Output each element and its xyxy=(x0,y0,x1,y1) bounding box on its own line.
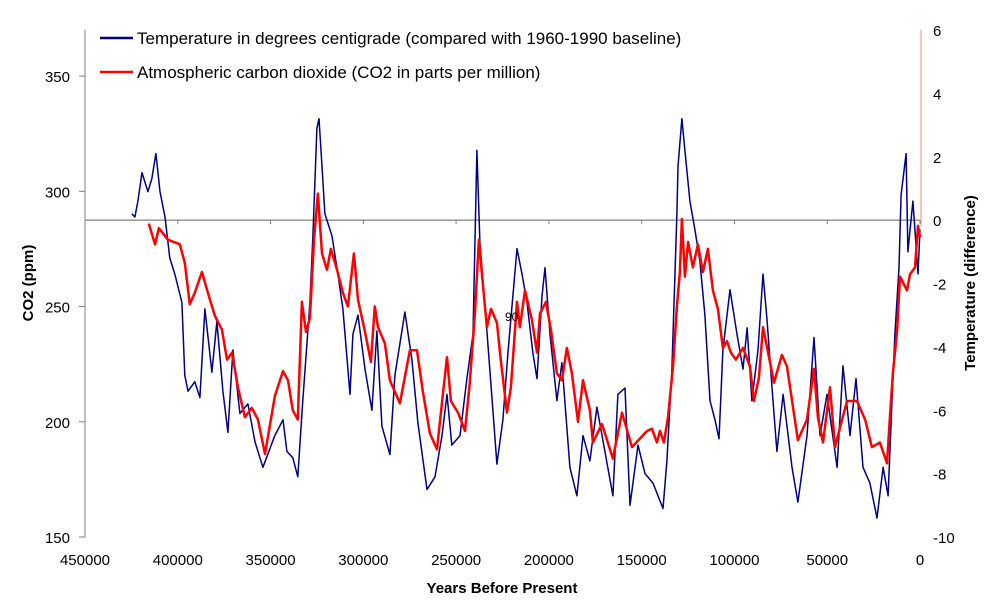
co2-series-line xyxy=(147,192,922,465)
legend-label-co2: Atmospheric carbon dioxide (CO2 in parts… xyxy=(137,63,540,82)
y-right-tick-label: 2 xyxy=(933,150,941,167)
y-right-tick-label: 0 xyxy=(933,213,941,230)
y-right-tick-label: -6 xyxy=(933,403,946,420)
y-right-tick-label: -2 xyxy=(933,277,946,294)
y-left-tick-label: 200 xyxy=(45,415,70,432)
y-axis-left-title: CO2 (ppm) xyxy=(20,245,37,322)
y-axis-right-title: Temperature (difference) xyxy=(962,195,979,371)
y-right-tick-label: -10 xyxy=(933,530,955,547)
temperature-series-line xyxy=(131,117,921,519)
x-tick-label: 200000 xyxy=(524,552,574,569)
legend-label-temperature: Temperature in degrees centigrade (compa… xyxy=(137,29,681,48)
x-tick-label: 250000 xyxy=(431,552,481,569)
legend: Temperature in degrees centigrade (compa… xyxy=(100,29,681,82)
x-tick-label: 350000 xyxy=(246,552,296,569)
x-tick-label: 50000 xyxy=(806,552,848,569)
y-left-tick-label: 350 xyxy=(45,69,70,86)
x-axis-title: Years Before Present xyxy=(427,580,578,597)
axes: 150 200 250 300 350 -10 -8 -6 -4 -2 0 2 4 6 450000 4000… xyxy=(45,23,955,569)
x-tick-label: 300000 xyxy=(338,552,388,569)
y-right-tick-label: -4 xyxy=(933,340,946,357)
x-tick-label: 400000 xyxy=(153,552,203,569)
y-left-tick-label: 150 xyxy=(45,530,70,547)
x-tick-label: 150000 xyxy=(617,552,667,569)
x-tick-label: 0 xyxy=(916,552,924,569)
x-tick-label: 450000 xyxy=(60,552,110,569)
y-left-tick-label: 250 xyxy=(45,300,70,317)
y-left-tick-label: 300 xyxy=(45,184,70,201)
series-lines xyxy=(131,30,922,519)
y-right-tick-label: 6 xyxy=(933,23,941,40)
annotation-label: 90 xyxy=(505,310,519,324)
x-tick-label: 100000 xyxy=(709,552,759,569)
y-right-tick-label: 4 xyxy=(933,86,941,103)
y-right-tick-label: -8 xyxy=(933,467,946,484)
